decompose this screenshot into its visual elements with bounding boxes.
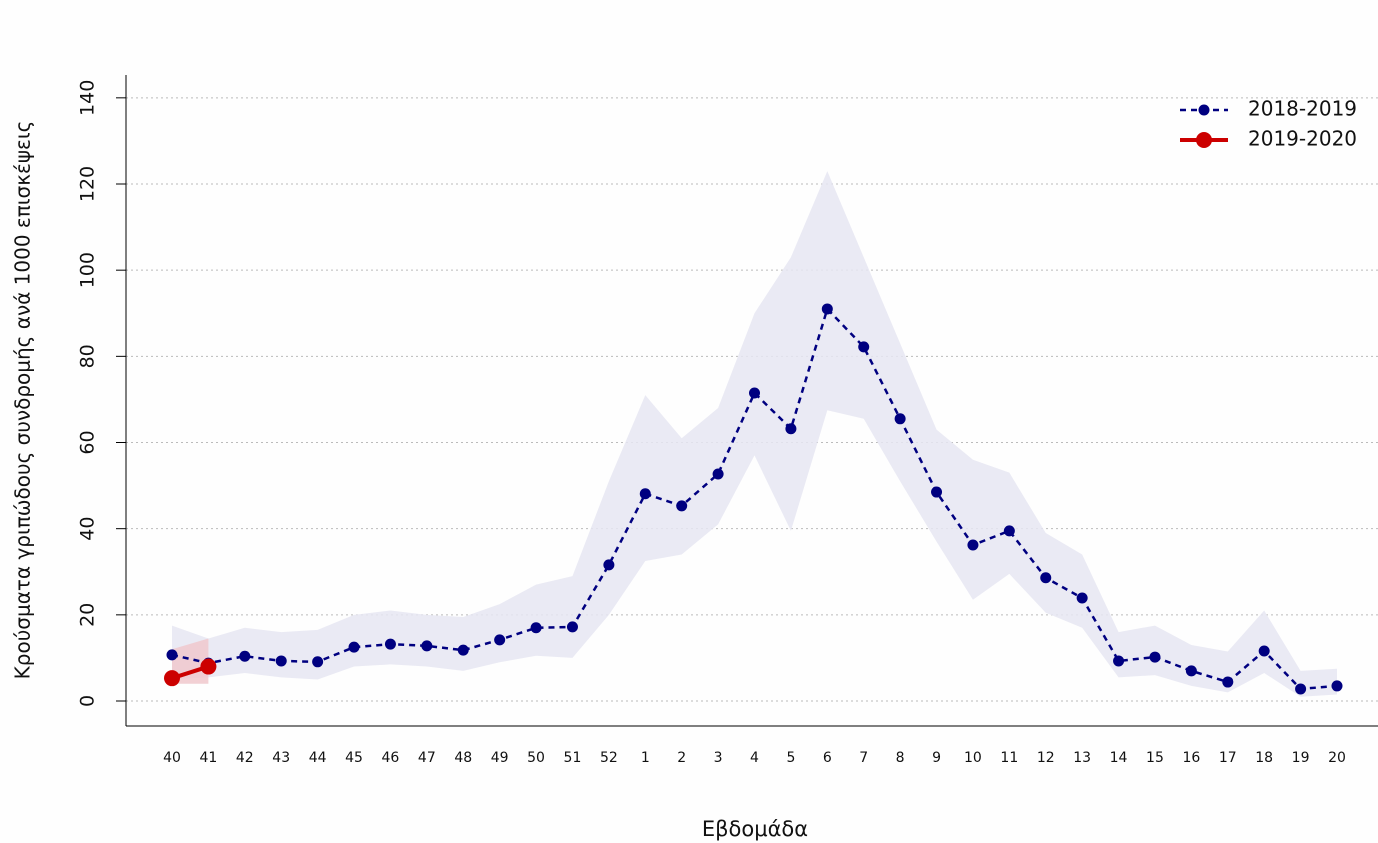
y-tick-label: 0	[77, 695, 99, 707]
data-point	[348, 641, 360, 653]
y-tick-label: 140	[77, 80, 99, 116]
x-tick-label: 19	[1292, 750, 1310, 766]
x-tick-label: 47	[418, 750, 436, 766]
legend-marker	[1196, 132, 1212, 148]
data-point	[894, 413, 906, 425]
x-tick-label: 11	[1000, 750, 1018, 766]
data-point	[1040, 572, 1052, 584]
x-tick-label: 15	[1146, 750, 1164, 766]
data-point	[312, 656, 324, 668]
x-tick-label: 12	[1037, 750, 1055, 766]
data-point	[421, 640, 433, 652]
x-tick-label: 43	[272, 750, 290, 766]
data-point	[200, 658, 217, 675]
y-tick-label: 80	[77, 344, 99, 368]
data-point	[967, 539, 979, 551]
data-point	[1003, 525, 1015, 537]
x-tick-label: 9	[932, 750, 941, 766]
y-tick-label: 60	[77, 430, 99, 454]
x-tick-label: 45	[345, 750, 363, 766]
data-point	[712, 468, 724, 480]
x-tick-label: 40	[163, 750, 181, 766]
data-point	[164, 670, 180, 687]
legend-label: 2018-2019	[1248, 97, 1357, 121]
x-tick-label: 48	[454, 750, 472, 766]
data-point	[931, 486, 943, 498]
x-tick-label: 41	[199, 750, 217, 766]
y-tick-label: 120	[77, 166, 99, 202]
x-tick-label: 16	[1182, 750, 1200, 766]
data-point	[494, 634, 506, 646]
x-tick-label: 1	[641, 750, 650, 766]
x-tick-label: 50	[527, 750, 545, 766]
data-point	[749, 387, 760, 399]
data-point	[1076, 592, 1088, 604]
data-point	[603, 559, 615, 571]
data-point	[1222, 676, 1234, 688]
confidence-band	[172, 171, 1337, 697]
x-tick-label: 52	[600, 750, 618, 766]
data-point	[457, 644, 469, 656]
data-point	[1258, 645, 1270, 657]
y-axis-label: Κρούσματα γριπώδους συνδρομής ανά 1000 ε…	[11, 121, 35, 680]
x-tick-label: 4	[750, 750, 759, 766]
data-point	[1185, 665, 1197, 677]
data-point	[239, 650, 251, 662]
data-point	[1149, 651, 1161, 663]
x-tick-label: 7	[859, 750, 868, 766]
x-tick-label: 3	[714, 750, 723, 766]
x-tick-label: 20	[1328, 750, 1346, 766]
y-tick-label: 20	[77, 603, 99, 627]
x-axis-label: Εβδομάδα	[702, 817, 808, 841]
series-line	[171, 306, 1338, 691]
x-tick-label: 18	[1255, 750, 1273, 766]
confidence-band	[172, 638, 209, 684]
y-tick-label: 40	[77, 517, 99, 541]
legend-label: 2019-2020	[1248, 127, 1357, 151]
x-tick-label: 42	[236, 750, 254, 766]
x-tick-label: 6	[823, 750, 832, 766]
x-tick-label: 51	[564, 750, 582, 766]
x-tick-label: 5	[786, 750, 795, 766]
x-tick-label: 10	[964, 750, 982, 766]
x-tick-label: 44	[309, 750, 327, 766]
legend-marker	[1198, 104, 1210, 116]
data-point	[676, 500, 688, 512]
x-tick-label: 46	[382, 750, 400, 766]
y-tick-label: 100	[77, 252, 99, 288]
data-point	[275, 655, 287, 667]
x-tick-label: 49	[491, 750, 509, 766]
data-point	[1295, 683, 1307, 695]
x-tick-label: 17	[1219, 750, 1237, 766]
data-point	[166, 649, 178, 661]
data-point	[384, 638, 396, 650]
data-point	[1331, 680, 1343, 692]
data-point	[1113, 655, 1125, 667]
data-point	[785, 423, 797, 435]
x-tick-label: 2	[677, 750, 686, 766]
data-point	[530, 622, 542, 634]
x-tick-label: 13	[1073, 750, 1091, 766]
data-point	[858, 341, 870, 353]
data-point	[566, 621, 578, 633]
x-tick-label: 14	[1110, 750, 1128, 766]
data-point	[639, 488, 651, 500]
data-point	[821, 303, 833, 315]
x-tick-label: 8	[896, 750, 905, 766]
